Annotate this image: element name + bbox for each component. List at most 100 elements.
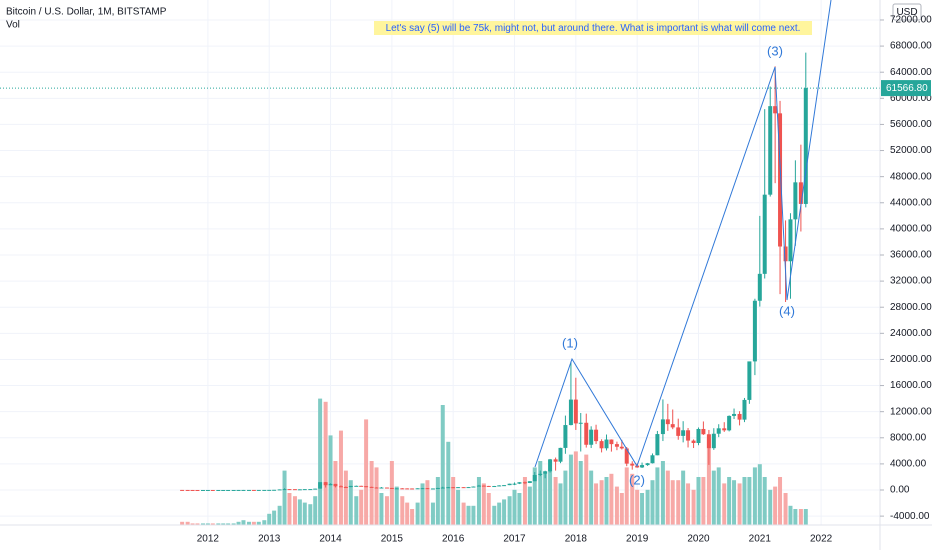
candle-body [655,434,660,456]
x-tick-label: 2022 [810,534,833,545]
volume-bar [722,483,727,525]
volume-bar [205,523,210,525]
candle-body [389,487,394,489]
volume-bar [180,521,185,525]
wave-label: (2) [629,472,645,487]
candle-body [558,447,563,462]
volume-bar [251,521,256,525]
axes: -4000.00 0.00 4000.00 8000.00 12000.00 16000.… [197,15,932,545]
candle-body [394,488,399,490]
volume-bar [440,405,445,525]
candle-body [676,427,681,436]
candle-body [185,489,190,491]
volume-bar [185,521,190,525]
candle-body [788,219,793,262]
candle-body [517,482,522,484]
volume-bar [778,477,783,525]
volume-bar [768,489,773,525]
candle-body [476,485,481,487]
candle-body [783,246,788,262]
volume-bar [589,470,594,525]
volume-bar [543,473,548,525]
volume-bar [277,505,282,525]
plot-area [0,0,880,525]
candle-body [716,428,721,434]
candle-body [318,482,323,489]
y-tick-label: 68000.00 [890,41,932,52]
volume-bar [527,486,532,525]
y-tick-label: 0.00 [890,485,910,496]
volume-bar [287,493,292,525]
volume-bar [292,496,297,525]
volume-bar [532,467,537,525]
last-price-label: 61566.80 [886,83,928,94]
volume-bar [635,489,640,525]
candle-body [302,489,307,491]
candle-body [650,455,655,464]
candle-body [691,440,696,444]
volume-bar [665,470,670,525]
volume-bar [343,470,348,525]
volume-bar [333,461,338,525]
candle-body [604,439,609,449]
candle-body [486,485,491,487]
candle-body [343,487,348,489]
volume-bar [302,502,307,525]
candle-body [405,488,410,490]
candle-body [747,361,752,400]
volume-bar [297,499,302,525]
currency-box[interactable] [892,3,922,21]
volume-bar [323,401,328,525]
candle-body [722,428,727,431]
volume-bar [430,502,435,525]
x-tick-label: 2017 [503,534,526,545]
volume-bar [783,493,788,525]
volume-bar [328,435,333,525]
candle-body [645,463,650,466]
volume-bar [711,470,716,525]
volume-bar [757,464,762,525]
y-tick-label: 60000.00 [890,93,932,104]
x-tick-label: 2018 [565,534,588,545]
volume-bar [640,493,645,525]
x-tick-label: 2014 [319,534,342,545]
candle-body [630,463,635,466]
candle-body [435,487,440,489]
volume-bar [507,496,512,525]
candle-body [323,482,328,486]
volume-bar [619,493,624,525]
candle-body [778,113,783,247]
candle-body [548,459,553,472]
volume-bar [338,430,343,525]
candle-body [798,182,803,204]
y-tick-label: 52000.00 [890,145,932,156]
volume-bar [405,502,410,525]
candle-body [328,483,333,486]
candle-body [532,474,537,482]
candle-body [711,433,716,449]
candle-body [231,489,236,491]
candle-body [267,489,272,491]
candle-body [297,489,302,491]
volume-bar [456,489,461,525]
volume-bar [241,520,246,525]
volume-bar [696,477,701,525]
volume-bar [573,451,578,525]
currency[interactable]: USD [896,7,917,18]
candle-body [640,465,645,468]
candle-body [379,487,384,489]
candle-body [696,428,701,444]
candle-body [282,489,287,491]
volume-bar [369,461,374,525]
volume-bar [747,477,752,525]
volume-bar [727,477,732,525]
candle-body [461,487,466,489]
volume-bar [486,493,491,525]
candle-body [681,430,686,436]
volume-bar [584,454,589,525]
candle-body [497,485,502,487]
candle-body [737,413,742,420]
volume-bar [226,523,231,525]
candle-body [359,485,364,487]
